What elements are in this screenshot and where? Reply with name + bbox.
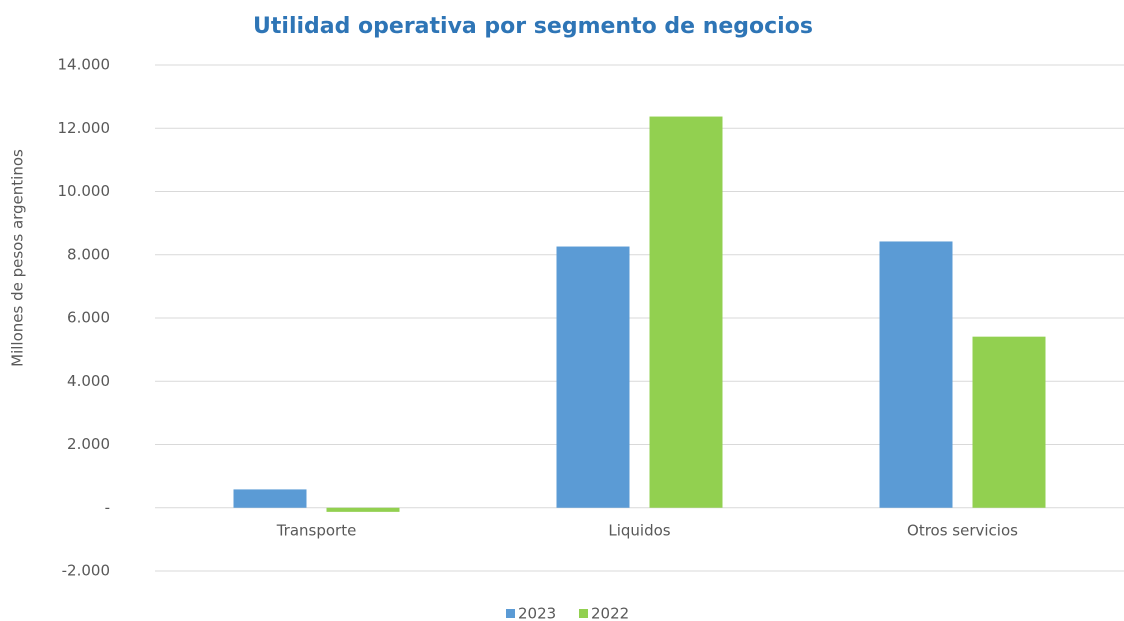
y-tick-label: 12.000 xyxy=(58,119,111,137)
y-tick-label: 10.000 xyxy=(58,182,111,200)
bar xyxy=(556,246,630,508)
legend-label: 2022 xyxy=(591,605,629,621)
y-tick-label: 4.000 xyxy=(67,372,110,390)
x-tick-label: Transporte xyxy=(276,522,357,540)
y-tick-label: -2.000 xyxy=(62,562,110,580)
x-tick-label: Liquidos xyxy=(608,522,670,540)
y-tick-label: 14.000 xyxy=(58,56,111,74)
chart-title: Utilidad operativa por segmento de negoc… xyxy=(253,14,813,39)
y-axis-label: Millones de pesos argentinos xyxy=(9,149,27,367)
legend-swatch xyxy=(506,609,515,618)
bar xyxy=(879,241,953,508)
y-tick-label: 2.000 xyxy=(67,435,110,453)
y-tick-label: - xyxy=(105,498,110,516)
bar xyxy=(233,489,307,508)
y-tick-label: 8.000 xyxy=(67,245,110,263)
legend-label: 2023 xyxy=(518,605,556,621)
bar xyxy=(972,336,1046,508)
x-tick-label: Otros servicios xyxy=(907,522,1018,540)
bar xyxy=(326,507,400,512)
bar xyxy=(649,116,723,508)
legend-swatch xyxy=(579,609,588,618)
y-tick-label: 6.000 xyxy=(67,309,110,327)
